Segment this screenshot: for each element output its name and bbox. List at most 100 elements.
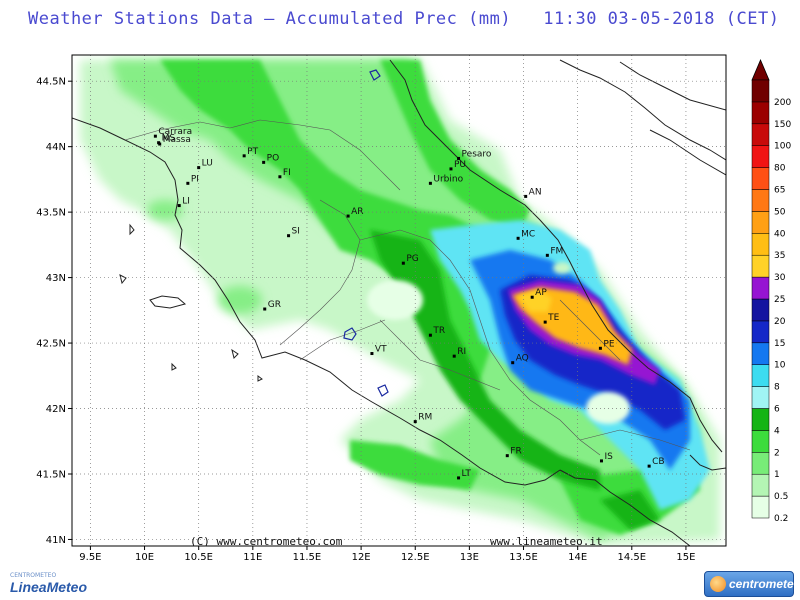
city-marker — [278, 175, 282, 179]
city-label: AP — [535, 288, 547, 298]
centrometeo-logo: centrometeo — [704, 571, 800, 597]
city-label: LT — [462, 469, 472, 479]
city-label: LU — [202, 159, 213, 169]
city-marker — [505, 454, 509, 458]
precipitation-field — [80, 58, 720, 545]
legend-label: 1 — [774, 470, 780, 480]
legend-label: 200 — [774, 98, 791, 108]
city-label: FM — [550, 246, 563, 256]
legend-label: 150 — [774, 120, 791, 130]
city-label: MS — [162, 134, 176, 144]
city-label: CB — [652, 457, 664, 467]
legend-label: 15 — [774, 339, 785, 349]
city-label: PI — [191, 174, 199, 184]
credit-lineameteo: www.lineameteo.it — [490, 535, 603, 548]
credit-centrometeo: (C) www.centrometeo.com — [190, 535, 343, 548]
city-marker — [401, 261, 405, 265]
legend-swatch — [751, 386, 770, 409]
legend-swatch — [751, 298, 770, 322]
city-marker — [647, 464, 651, 468]
legend-swatch — [751, 189, 770, 212]
city-label: MC — [521, 229, 535, 239]
x-tick-label: 15E — [676, 552, 695, 563]
map-axes: 9.5E 10E 10.5E 11E 11.5E 12E 12.5E 13E 13.5E 14E 1… — [36, 77, 695, 563]
city-marker — [262, 160, 266, 164]
x-tick-label: 13.5E — [509, 552, 538, 563]
city-label: TR — [432, 326, 445, 336]
city-marker — [177, 204, 181, 208]
lineameteo-logo-tag: CENTROMETEO — [10, 572, 57, 579]
geography-lines — [72, 59, 726, 546]
legend-label: 50 — [774, 207, 786, 217]
y-tick-label: 44.5N — [36, 77, 66, 88]
map-frame — [71, 54, 727, 547]
x-tick-label: 10E — [135, 552, 154, 563]
precip-dry-holes — [367, 262, 630, 424]
y-tick-label: 42N — [46, 404, 66, 415]
y-tick-label: 44N — [46, 142, 66, 153]
city-label: RM — [418, 413, 432, 423]
campania-coast — [559, 469, 691, 546]
globe-icon — [710, 576, 726, 592]
city-label: LI — [182, 197, 190, 207]
croatian-coastline — [559, 59, 726, 161]
legend-label: 100 — [774, 142, 791, 152]
city-marker — [516, 236, 520, 240]
city-marker — [153, 134, 157, 138]
city-marker — [186, 181, 190, 185]
city-label: AR — [351, 207, 363, 217]
legend-swatch — [751, 79, 770, 103]
city-label: PU — [454, 160, 466, 170]
legend-label: 25 — [774, 295, 785, 305]
city-label: FR — [510, 447, 521, 457]
lake-bolsena — [377, 384, 389, 397]
chart-title: Weather Stations Data — Accumulated Prec… — [28, 9, 780, 29]
city-marker — [263, 307, 267, 311]
graticule-grid — [72, 55, 726, 546]
legend-swatch — [751, 145, 770, 168]
city-marker — [530, 295, 534, 299]
legend-arrow — [751, 58, 770, 81]
city-marker — [449, 167, 453, 171]
legend-label: 80 — [774, 164, 786, 174]
city-marker — [598, 346, 602, 350]
x-tick-label: 10.5E — [184, 552, 213, 563]
city-label: TE — [547, 313, 559, 323]
city-label: Urbino — [433, 174, 463, 184]
city-label: IS — [604, 452, 613, 462]
legend-swatch — [751, 211, 770, 234]
legend-label: 20 — [774, 317, 786, 327]
x-tick-label: 9.5E — [79, 552, 101, 563]
y-tick-label: 41.5N — [36, 469, 66, 480]
city-marker — [370, 352, 374, 356]
lineameteo-logo-text: LineaMeteo — [10, 579, 88, 595]
city-label: Pesaro — [462, 149, 492, 159]
lake-trasimeno — [343, 327, 357, 341]
legend-swatch — [751, 276, 770, 300]
legend-swatch — [751, 473, 770, 497]
legend-label: 6 — [774, 405, 780, 415]
elba-island — [149, 295, 187, 309]
legend-swatch — [751, 101, 770, 125]
legend-label: 10 — [774, 361, 786, 371]
legend-label: 0.5 — [774, 492, 788, 502]
city-marker — [511, 361, 515, 365]
y-tick-label: 42.5N — [36, 339, 66, 350]
city-label: Massa — [163, 135, 191, 145]
city-marker — [158, 142, 162, 146]
city-label: PO — [267, 153, 280, 163]
legend-swatch — [751, 430, 770, 453]
city-marker — [413, 420, 417, 424]
x-tick-label: 14.5E — [618, 552, 647, 563]
city-marker — [524, 194, 528, 198]
legend-swatch — [751, 233, 770, 256]
adriatic-coastline — [389, 59, 723, 453]
city-marker — [197, 166, 201, 170]
x-tick-label: 14E — [568, 552, 587, 563]
city-marker — [346, 214, 350, 218]
city-label: GR — [268, 300, 281, 310]
precip-dark-green-layer — [370, 230, 660, 530]
legend-label: 65 — [774, 186, 785, 196]
city-marker — [543, 320, 547, 324]
